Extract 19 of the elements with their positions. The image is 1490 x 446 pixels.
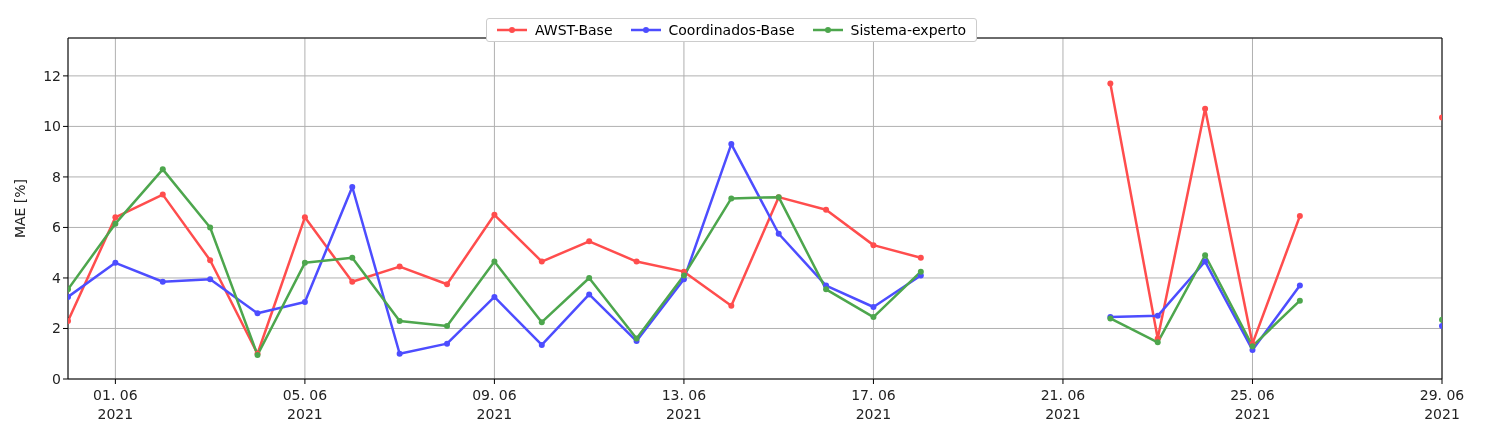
x-tick-label: 21. 06 2021	[1040, 387, 1086, 422]
y-axis-title: MAE [%]	[11, 178, 28, 239]
x-tick-label: 17. 06 2021	[851, 387, 896, 422]
y-tick-label: 6	[52, 219, 62, 236]
y-tick-label: 12	[43, 67, 61, 84]
y-tick-label: 4	[52, 269, 62, 286]
y-tick-label: 2	[52, 320, 61, 337]
legend-label: AWST-Base	[535, 22, 613, 38]
x-tick-label: 05. 06 2021	[282, 387, 328, 422]
y-tick-label: 0	[52, 370, 61, 387]
y-tick-label: 8	[52, 168, 61, 185]
x-tick-label: 01. 06 2021	[93, 387, 138, 422]
legend-label: Coordinados-Base	[668, 22, 795, 38]
legend-label: Sistema-experto	[850, 22, 966, 38]
x-tick-label: 09. 06 2021	[472, 387, 517, 422]
x-tick-label: 13. 06 2021	[661, 387, 707, 422]
y-tick-label: 10	[43, 118, 61, 135]
x-tick-label: 29. 06 2021	[1419, 387, 1465, 422]
x-tick-label: 25. 06 2021	[1230, 387, 1275, 422]
